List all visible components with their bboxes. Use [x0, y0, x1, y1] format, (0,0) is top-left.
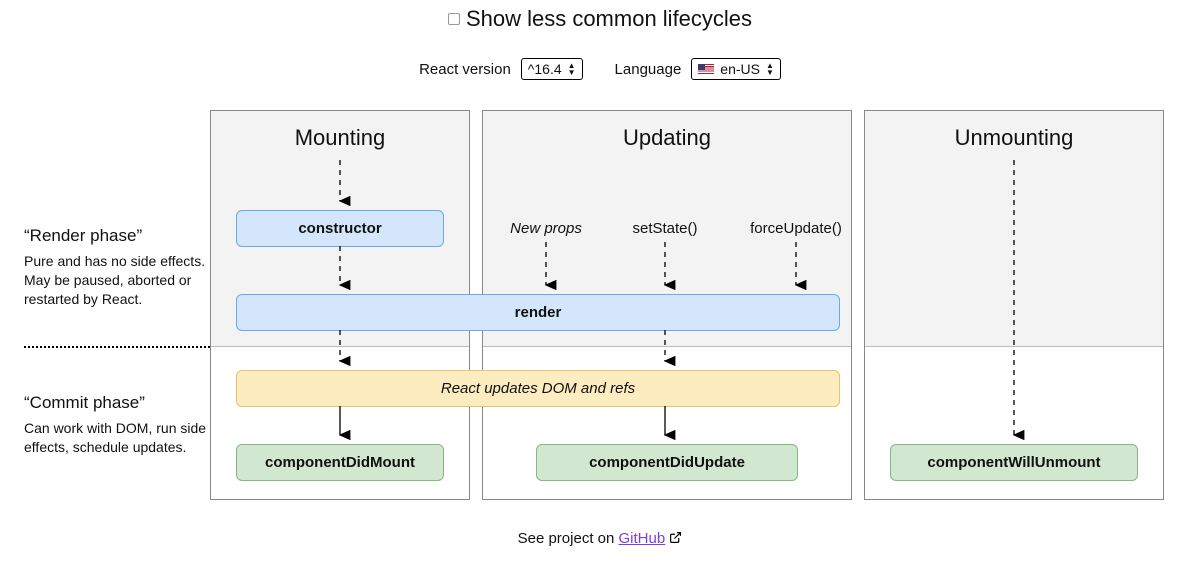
footer: See project on GitHub [0, 530, 1200, 548]
external-link-icon [669, 531, 682, 548]
diagram-canvas: Show less common lifecycles React versio… [0, 0, 1200, 563]
github-link[interactable]: GitHub [619, 530, 666, 547]
arrows-layer [0, 0, 1200, 563]
footer-prefix: See project on [518, 530, 619, 547]
